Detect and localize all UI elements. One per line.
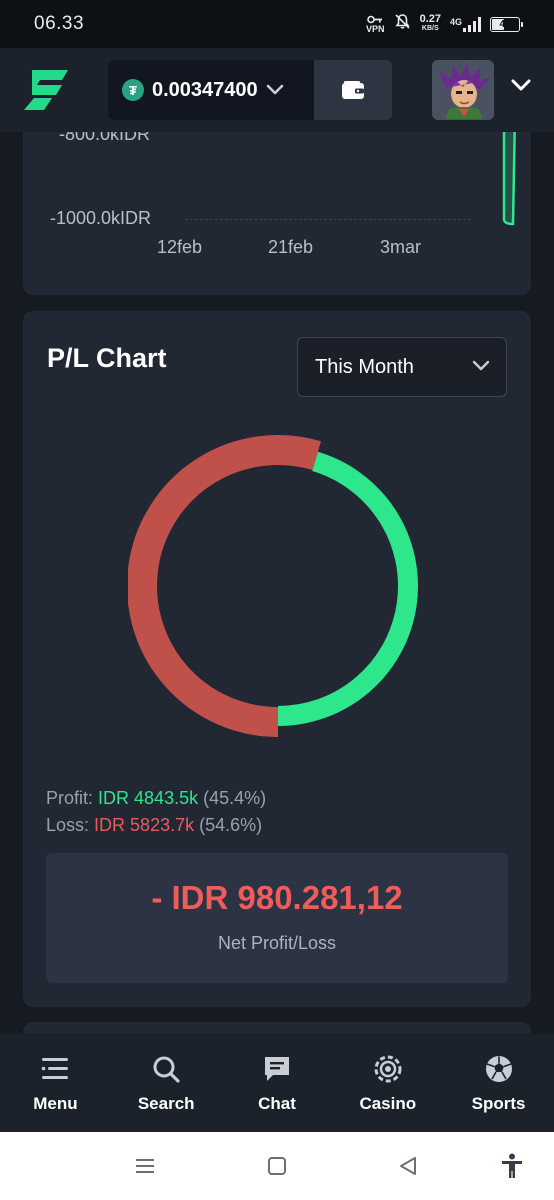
- donut-slice-loss: [128, 435, 322, 737]
- casino-chip-icon: [374, 1055, 402, 1083]
- system-nav-bar: [0, 1132, 554, 1200]
- net-profit-loss-value: - IDR 980.281,12: [151, 879, 403, 916]
- user-avatar[interactable]: [432, 60, 494, 120]
- loss-percent: (54.6%): [199, 815, 263, 835]
- grid-line: [185, 219, 471, 220]
- profit-percent: (45.4%): [203, 788, 267, 808]
- wallet-icon: [342, 81, 364, 99]
- pl-donut-chart: [128, 435, 418, 737]
- vpn-key-icon: VPN: [366, 15, 385, 34]
- legend-profit: Profit: IDR 4843.5k (45.4%): [46, 788, 266, 809]
- net-profit-loss-box: - IDR 980.281,12 Net Profit/Loss: [46, 853, 508, 983]
- nav-casino-label: Casino: [359, 1094, 417, 1113]
- usdt-icon: ₮: [122, 79, 144, 101]
- speed-value: 0.27: [419, 13, 441, 25]
- nav-menu-label: Menu: [33, 1094, 78, 1113]
- profit-value: IDR 4843.5k: [98, 788, 199, 808]
- period-dropdown[interactable]: This Month: [297, 337, 507, 397]
- net-profit-loss-label: Net Profit/Loss: [217, 933, 337, 953]
- chat-icon: [264, 1057, 289, 1081]
- nav-chat[interactable]: Chat: [222, 1034, 333, 1132]
- nav-sports-label: Sports: [471, 1094, 526, 1113]
- accessibility-icon[interactable]: [500, 1153, 524, 1179]
- battery-icon: 43: [490, 16, 523, 32]
- y-axis-label: -800.0kIDR: [59, 132, 151, 144]
- speed-unit: KB/S: [421, 25, 439, 32]
- vpn-label: VPN: [366, 24, 385, 34]
- legend-loss: Loss: IDR 5823.7k (54.6%): [46, 815, 262, 836]
- nav-search[interactable]: Search: [111, 1034, 222, 1132]
- nav-search-label: Search: [137, 1094, 195, 1113]
- app-header: ₮ 0.00347400: [0, 48, 554, 132]
- battery-level: 43: [499, 18, 511, 30]
- bottom-nav: Menu Search Chat Casino Sports: [0, 1034, 554, 1132]
- search-icon: [153, 1056, 180, 1083]
- x-axis-label: 3mar: [380, 237, 422, 257]
- x-axis-label: 12feb: [157, 237, 203, 257]
- recent-apps-icon[interactable]: [135, 1156, 155, 1176]
- wallet-button[interactable]: [314, 60, 392, 120]
- chevron-down-icon: [266, 84, 283, 95]
- chevron-down-icon: [472, 360, 490, 371]
- mute-bell-icon: [394, 13, 411, 35]
- x-axis-label: 21feb: [268, 237, 314, 257]
- status-time: 06.33: [34, 13, 85, 34]
- loss-label: Loss:: [46, 815, 90, 835]
- nav-menu[interactable]: Menu: [0, 1034, 111, 1132]
- balance-history-card: -800.0kIDR -1000.0kIDR 12feb 21feb 3mar: [23, 132, 531, 295]
- home-icon[interactable]: [267, 1156, 287, 1176]
- profit-label: Profit:: [46, 788, 94, 808]
- period-value: This Month: [315, 355, 414, 378]
- account-menu-chevron-icon[interactable]: [510, 78, 532, 92]
- nav-sports[interactable]: Sports: [443, 1034, 554, 1132]
- next-card: [23, 1022, 531, 1034]
- pl-chart-card: P/L Chart This Month Profit: IDR 4843.5k…: [23, 311, 531, 1007]
- loss-value: IDR 5823.7k: [94, 815, 195, 835]
- status-icons: VPN 0.27 KB/S 4G 43: [366, 13, 523, 35]
- network-type: 4G: [449, 16, 462, 27]
- donut-slice-profit: [277, 451, 418, 726]
- status-bar: 06.33 VPN 0.27 KB/S 4G 43: [0, 0, 554, 48]
- signal-icon: 4G: [449, 16, 481, 32]
- balance-selector[interactable]: ₮ 0.00347400: [108, 60, 314, 120]
- pl-chart-title: P/L Chart: [47, 343, 167, 373]
- balance-value: 0.00347400: [152, 78, 258, 101]
- back-icon[interactable]: [398, 1156, 418, 1176]
- y-axis-label: -1000.0kIDR: [50, 208, 152, 228]
- menu-icon: [42, 1058, 69, 1079]
- network-speed: 0.27 KB/S: [420, 14, 441, 34]
- main-content[interactable]: -800.0kIDR -1000.0kIDR 12feb 21feb 3mar …: [0, 132, 554, 1034]
- soccer-ball-icon: [485, 1056, 512, 1082]
- nav-casino[interactable]: Casino: [332, 1034, 443, 1132]
- nav-chat-label: Chat: [258, 1094, 296, 1113]
- balance-line-series: [502, 132, 516, 226]
- brand-logo-icon[interactable]: [22, 68, 70, 112]
